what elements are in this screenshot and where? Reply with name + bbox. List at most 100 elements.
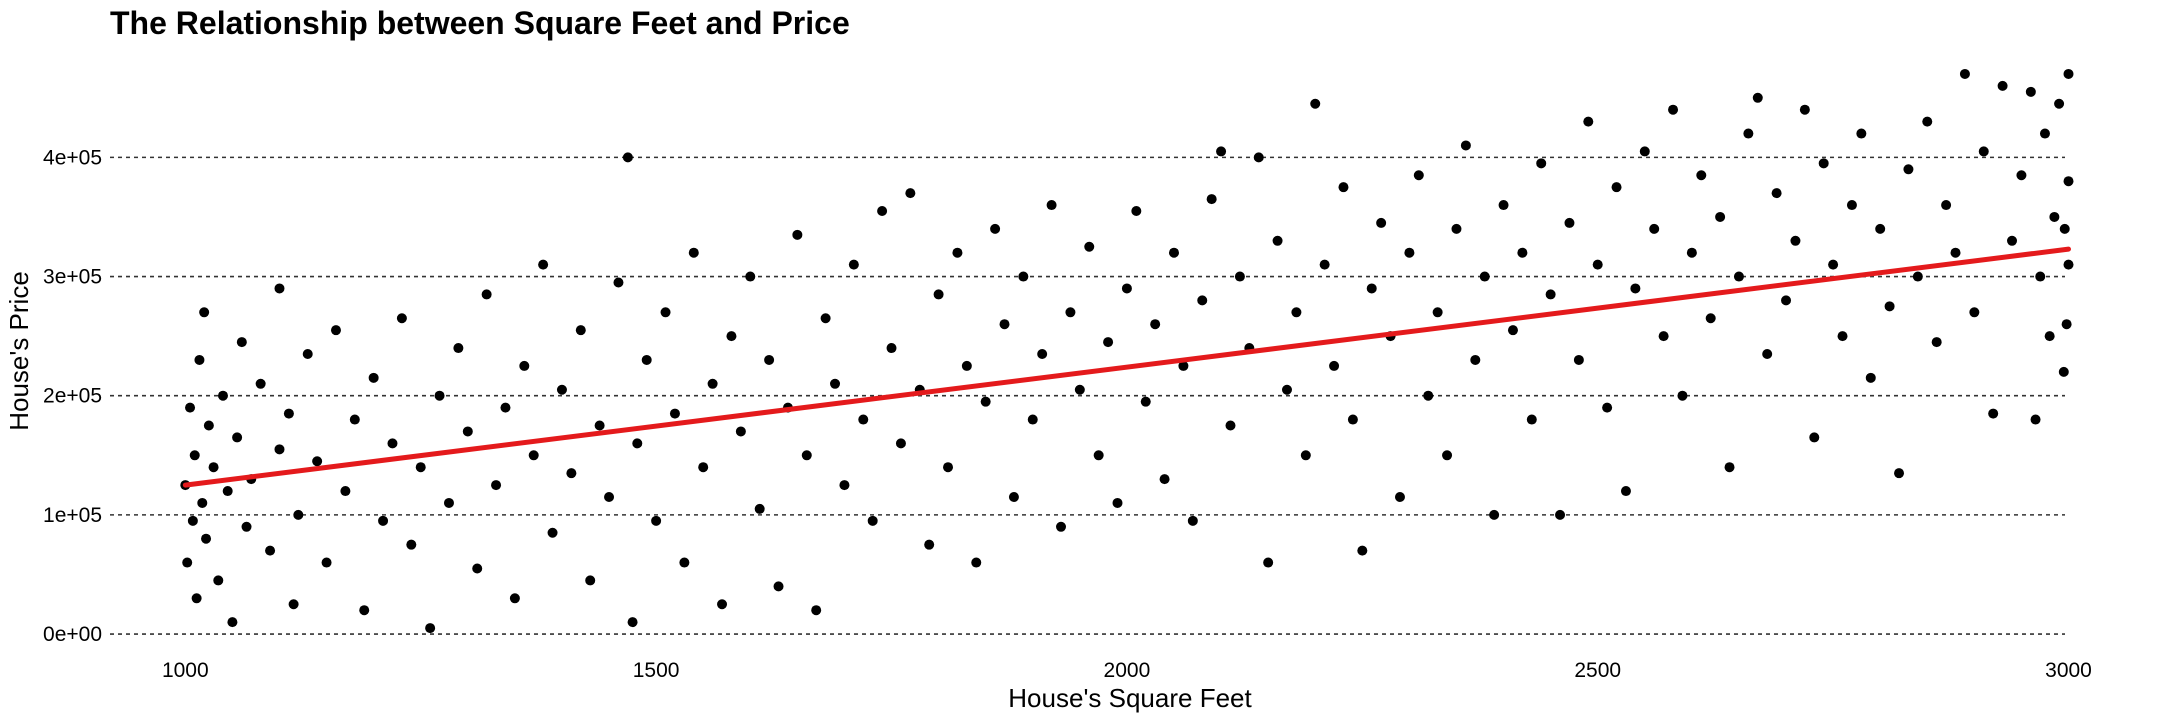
- data-point: [886, 343, 897, 354]
- data-point: [1216, 146, 1227, 157]
- y-tick-label: 4e+05: [43, 146, 102, 169]
- data-point: [2030, 414, 2041, 425]
- data-point: [1366, 283, 1377, 294]
- data-point: [1611, 182, 1622, 193]
- data-point: [773, 581, 784, 592]
- data-point: [1451, 223, 1462, 234]
- data-point: [1121, 283, 1132, 294]
- data-point: [726, 331, 737, 342]
- data-point: [867, 515, 878, 526]
- data-point: [764, 354, 775, 365]
- data-point: [1912, 271, 1923, 282]
- data-point: [1112, 497, 1123, 508]
- data-point: [1715, 211, 1726, 222]
- data-point: [538, 259, 549, 270]
- data-point: [255, 378, 266, 389]
- data-point: [1197, 295, 1208, 306]
- data-point: [895, 438, 906, 449]
- data-point: [194, 354, 205, 365]
- data-point: [293, 509, 304, 520]
- data-point: [453, 343, 464, 354]
- data-point: [2061, 319, 2072, 330]
- data-point: [604, 492, 615, 502]
- data-point: [1234, 271, 1245, 282]
- data-point: [1762, 349, 1773, 359]
- data-point: [1988, 408, 1999, 419]
- data-point: [1649, 223, 1660, 234]
- data-point: [613, 277, 624, 288]
- data-point: [1225, 420, 1236, 431]
- data-point: [387, 438, 398, 449]
- data-point: [1093, 450, 1104, 461]
- x-axis-label: House's Square Feet: [1008, 683, 1252, 713]
- data-point: [1941, 200, 1952, 211]
- data-point: [848, 259, 859, 270]
- data-point: [1959, 68, 1970, 79]
- data-point: [2039, 128, 2050, 139]
- data-point: [199, 307, 210, 318]
- data-point: [1894, 468, 1905, 479]
- data-point: [1338, 182, 1349, 193]
- data-point: [1856, 128, 1867, 139]
- data-point: [187, 515, 198, 526]
- data-point: [434, 390, 445, 401]
- data-point: [1253, 152, 1264, 163]
- data-point: [2035, 271, 2046, 282]
- data-point: [585, 575, 596, 586]
- data-point: [462, 426, 473, 437]
- data-point: [651, 515, 662, 526]
- data-point: [1752, 92, 1763, 103]
- data-point: [999, 319, 1010, 330]
- data-point: [2016, 170, 2027, 181]
- data-point: [519, 360, 530, 371]
- data-point: [877, 206, 888, 216]
- x-axis-ticks: 1000 1500 2000 2500 3000: [162, 659, 2092, 682]
- data-point: [227, 617, 238, 628]
- data-point: [943, 462, 954, 473]
- data-point: [1526, 414, 1537, 425]
- y-tick-label: 2e+05: [43, 385, 102, 408]
- data-point: [2063, 259, 2074, 270]
- data-point: [1460, 140, 1471, 151]
- data-point: [509, 593, 520, 604]
- data-point: [1432, 307, 1443, 318]
- data-point: [528, 450, 539, 461]
- data-point: [905, 188, 916, 199]
- data-point: [312, 456, 323, 467]
- data-point: [1658, 331, 1669, 342]
- data-point: [792, 229, 803, 240]
- data-point: [556, 384, 567, 395]
- x-tick-label: 1000: [162, 659, 209, 682]
- data-point: [1507, 325, 1518, 336]
- data-point: [415, 462, 426, 473]
- data-point: [1300, 450, 1311, 461]
- data-point: [1799, 104, 1810, 115]
- data-point: [1677, 390, 1688, 401]
- data-point: [924, 539, 935, 550]
- data-points: [180, 68, 2074, 634]
- x-tick-label: 1500: [633, 659, 680, 682]
- data-point: [378, 515, 389, 526]
- data-point: [1724, 462, 1735, 473]
- data-point: [1074, 384, 1085, 395]
- data-point: [1018, 271, 1029, 282]
- data-point: [1394, 492, 1405, 502]
- data-point: [1423, 390, 1434, 401]
- data-point: [1140, 396, 1151, 407]
- data-point: [1978, 146, 1989, 157]
- data-point: [359, 605, 370, 616]
- data-point: [201, 533, 212, 544]
- data-point: [575, 325, 586, 336]
- y-tick-label: 3e+05: [43, 266, 102, 289]
- trend-line-layer: [182, 246, 2072, 488]
- data-point: [566, 468, 577, 479]
- data-point: [232, 432, 243, 443]
- data-point: [1828, 259, 1839, 270]
- data-point: [1008, 492, 1019, 502]
- data-point: [961, 360, 972, 371]
- data-point: [1950, 247, 1961, 258]
- data-point: [1470, 354, 1481, 365]
- data-point: [1281, 384, 1292, 395]
- data-point: [406, 539, 417, 550]
